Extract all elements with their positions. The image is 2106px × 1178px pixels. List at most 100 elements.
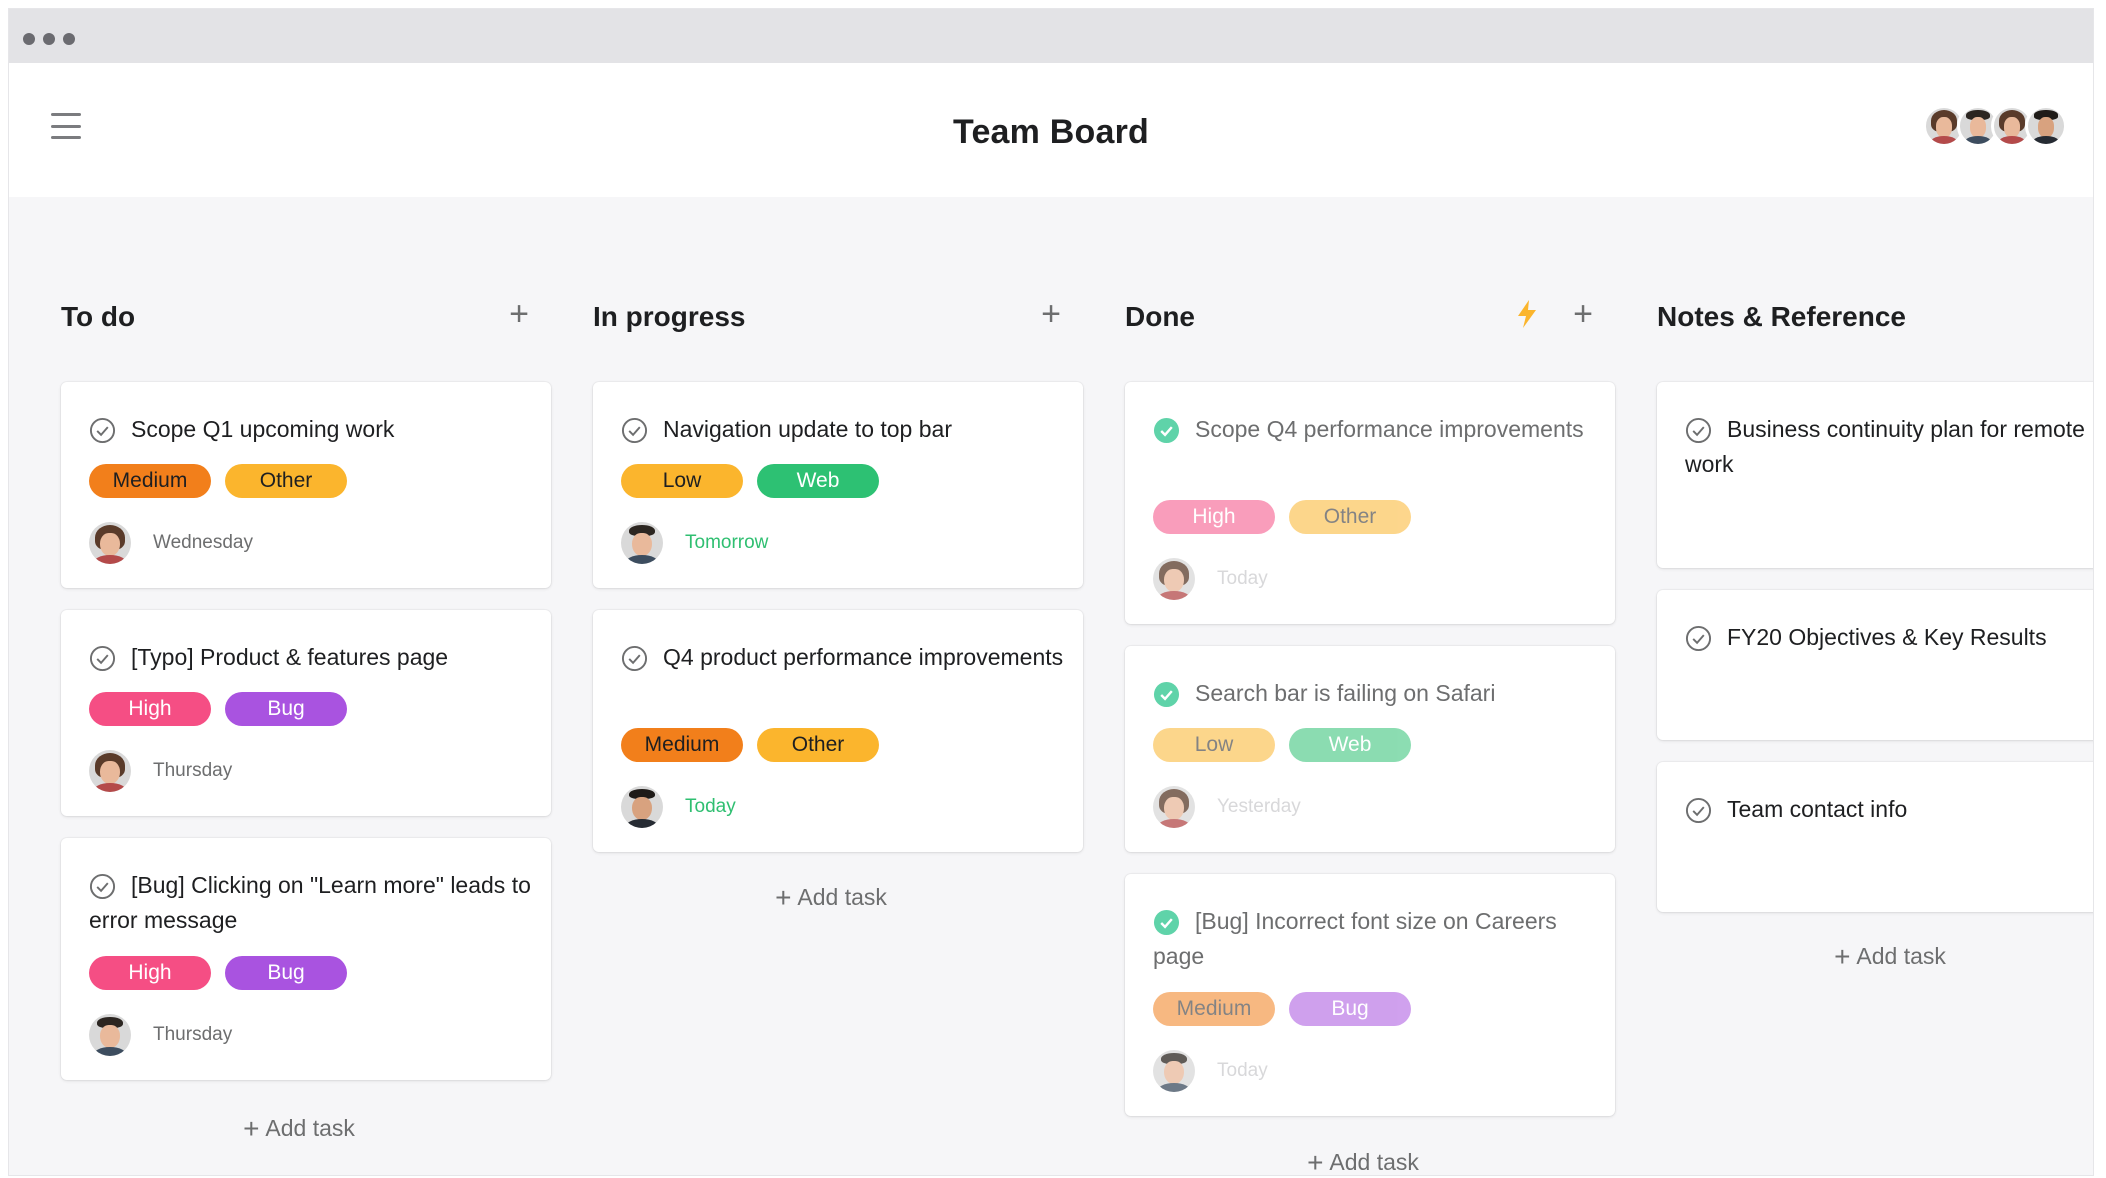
task-meta: Today — [1153, 1050, 1268, 1092]
add-task-button[interactable]: + Add task — [1667, 941, 2093, 973]
type-tag[interactable]: Bug — [1289, 992, 1411, 1026]
task-card[interactable]: Team contact info — [1657, 762, 2093, 912]
add-task-button[interactable]: + Add task — [585, 882, 1077, 914]
priority-tag[interactable]: Medium — [89, 464, 211, 498]
check-circle-icon[interactable] — [89, 417, 116, 444]
page-title: Team Board — [953, 113, 1149, 151]
check-circle-icon[interactable] — [1685, 625, 1712, 652]
task-title: [Bug] Incorrect font size on Careers pag… — [1153, 908, 1557, 969]
priority-tag[interactable]: High — [89, 692, 211, 726]
team-members[interactable] — [1923, 105, 2067, 147]
task-tags: Medium Bug — [1153, 992, 1411, 1026]
task-meta: Today — [1153, 558, 1268, 600]
task-title: Search bar is failing on Safari — [1195, 680, 1496, 706]
task-card[interactable]: [Typo] Product & features page High Bug … — [61, 610, 551, 816]
type-tag[interactable]: Bug — [225, 692, 347, 726]
type-tag[interactable]: Web — [1289, 728, 1411, 762]
assignee-avatar[interactable] — [89, 750, 131, 792]
app-window: Team Board To do + Scope Q1 upcoming wor… — [8, 8, 2094, 1176]
due-date[interactable]: Thursday — [153, 760, 233, 781]
priority-tag[interactable]: Low — [621, 464, 743, 498]
task-card[interactable]: [Bug] Incorrect font size on Careers pag… — [1125, 874, 1615, 1116]
check-circle-icon[interactable] — [621, 645, 648, 672]
assignee-avatar[interactable] — [1153, 1050, 1195, 1092]
task-title: Q4 product performance improvements — [663, 644, 1064, 670]
assignee-avatar[interactable] — [89, 522, 131, 564]
priority-tag[interactable]: High — [1153, 500, 1275, 534]
task-meta: Today — [621, 786, 736, 828]
check-circle-filled-icon[interactable] — [1153, 681, 1180, 708]
due-date[interactable]: Today — [1217, 568, 1268, 589]
type-tag[interactable]: Bug — [225, 956, 347, 990]
add-task-label: Add task — [1329, 1149, 1419, 1175]
check-circle-filled-icon[interactable] — [1153, 909, 1180, 936]
hamburger-menu-icon[interactable] — [51, 113, 81, 139]
window-dot-icon[interactable] — [43, 33, 55, 45]
due-date[interactable]: Today — [685, 796, 736, 817]
due-date[interactable]: Wednesday — [153, 532, 253, 553]
priority-tag[interactable]: Medium — [621, 728, 743, 762]
add-task-label: Add task — [265, 1115, 355, 1141]
task-card[interactable]: Scope Q4 performance improvements High O… — [1125, 382, 1615, 624]
task-tags: High Bug — [89, 692, 347, 726]
plus-icon: + — [243, 1113, 260, 1144]
lightning-bolt-icon[interactable] — [1515, 299, 1539, 329]
task-card[interactable]: Q4 product performance improvements Medi… — [593, 610, 1083, 852]
task-card[interactable]: Navigation update to top bar Low Web Tom… — [593, 382, 1083, 588]
add-task-button[interactable]: + Add task — [53, 1113, 545, 1145]
task-card[interactable]: [Bug] Clicking on "Learn more" leads to … — [61, 838, 551, 1080]
check-circle-icon[interactable] — [1685, 797, 1712, 824]
task-card[interactable]: Search bar is failing on Safari Low Web … — [1125, 646, 1615, 852]
due-date[interactable]: Yesterday — [1217, 796, 1301, 817]
check-circle-filled-icon[interactable] — [1153, 417, 1180, 444]
add-task-label: Add task — [1856, 943, 1946, 969]
priority-tag[interactable]: Low — [1153, 728, 1275, 762]
assignee-avatar[interactable] — [1153, 558, 1195, 600]
task-meta: Yesterday — [1153, 786, 1301, 828]
column-add-icon[interactable]: + — [509, 295, 529, 333]
add-task-button[interactable]: + Add task — [1117, 1147, 1609, 1175]
window-titlebar — [9, 9, 2093, 63]
task-title: Navigation update to top bar — [663, 416, 952, 442]
member-avatar[interactable] — [2025, 105, 2067, 147]
task-meta: Tomorrow — [621, 522, 768, 564]
check-circle-icon[interactable] — [89, 645, 116, 672]
column-add-icon[interactable]: + — [1573, 295, 1593, 333]
task-tags: High Other — [1153, 500, 1411, 534]
type-tag[interactable]: Other — [757, 728, 879, 762]
column-title: To do — [61, 301, 136, 332]
due-date[interactable]: Today — [1217, 1060, 1268, 1081]
task-meta: Thursday — [89, 1014, 232, 1056]
type-tag[interactable]: Other — [1289, 500, 1411, 534]
task-title: Team contact info — [1727, 796, 1908, 822]
task-title: FY20 Objectives & Key Results — [1727, 624, 2047, 650]
task-title: [Typo] Product & features page — [131, 644, 449, 670]
type-tag[interactable]: Web — [757, 464, 879, 498]
task-card[interactable]: FY20 Objectives & Key Results — [1657, 590, 2093, 740]
column-add-icon[interactable]: + — [1041, 295, 1061, 333]
window-dot-icon[interactable] — [63, 33, 75, 45]
task-card[interactable]: Scope Q1 upcoming work Medium Other Wedn… — [61, 382, 551, 588]
check-circle-icon[interactable] — [89, 873, 116, 900]
task-tags: Low Web — [1153, 728, 1411, 762]
due-date[interactable]: Thursday — [153, 1024, 233, 1045]
check-circle-icon[interactable] — [621, 417, 648, 444]
column-title: In progress — [593, 301, 746, 332]
window-controls[interactable] — [23, 33, 75, 45]
assignee-avatar[interactable] — [621, 786, 663, 828]
task-card[interactable]: Business continuity plan for remote work — [1657, 382, 2093, 568]
task-tags: Medium Other — [89, 464, 347, 498]
assignee-avatar[interactable] — [1153, 786, 1195, 828]
assignee-avatar[interactable] — [621, 522, 663, 564]
check-circle-icon[interactable] — [1685, 417, 1712, 444]
due-date[interactable]: Tomorrow — [685, 532, 769, 553]
column-header: In progress + — [585, 297, 1077, 337]
assignee-avatar[interactable] — [89, 1014, 131, 1056]
column-header: Done + — [1117, 297, 1609, 337]
type-tag[interactable]: Other — [225, 464, 347, 498]
window-dot-icon[interactable] — [23, 33, 35, 45]
column-header: Notes & Reference — [1649, 297, 2093, 337]
priority-tag[interactable]: Medium — [1153, 992, 1275, 1026]
column-header: To do + — [53, 297, 545, 337]
priority-tag[interactable]: High — [89, 956, 211, 990]
